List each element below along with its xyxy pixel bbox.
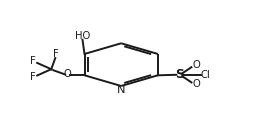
Text: F: F [53, 50, 59, 59]
Text: F: F [30, 72, 36, 82]
Text: S: S [176, 68, 184, 81]
Text: O: O [63, 69, 71, 79]
Text: O: O [192, 60, 200, 70]
Text: HO: HO [75, 31, 90, 41]
Text: F: F [30, 56, 36, 66]
Text: O: O [192, 79, 200, 89]
Text: N: N [117, 85, 125, 95]
Text: Cl: Cl [201, 70, 211, 80]
